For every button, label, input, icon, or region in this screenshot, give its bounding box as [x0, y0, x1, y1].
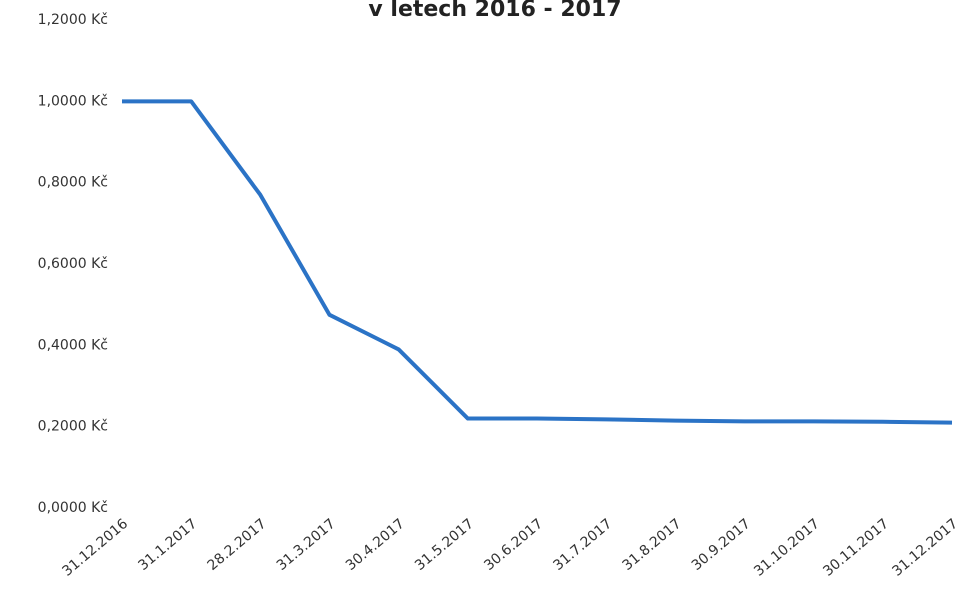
y-tick-label: 0,2000 Kč	[38, 419, 108, 435]
x-tick-label: 31.12.2017	[889, 516, 957, 580]
x-tick-label: 30.4.2017	[343, 516, 408, 574]
x-tick-label: 28.2.2017	[205, 516, 270, 574]
line	[122, 99, 953, 425]
x-tick-label: 31.3.2017	[274, 516, 339, 574]
y-tick-label: 0,0000 Kč	[38, 500, 108, 516]
x-tick-label: 31.5.2017	[412, 516, 477, 574]
x-tick-label: 31.12.2016	[59, 516, 131, 580]
y-tick-label: 0,8000 Kč	[38, 175, 108, 191]
y-tick-label: 1,2000 Kč	[38, 12, 108, 28]
x-tick-label: 30.11.2017	[820, 516, 892, 580]
x-tick-label: 31.7.2017	[550, 516, 615, 574]
y-tick-label: 1,0000 Kč	[38, 93, 108, 109]
x-tick-label: 31.8.2017	[620, 516, 685, 574]
y-tick-label: 0,6000 Kč	[38, 256, 108, 272]
x-tick-label: 30.9.2017	[689, 516, 754, 574]
x-tick-label: 31.10.2017	[751, 516, 823, 580]
x-tick-label: 31.1.2017	[135, 516, 200, 574]
x-tick-label: 30.6.2017	[481, 516, 546, 574]
chart-title: v letech 2016 - 2017	[368, 0, 621, 22]
y-tick-label: 0,4000 Kč	[38, 337, 108, 353]
